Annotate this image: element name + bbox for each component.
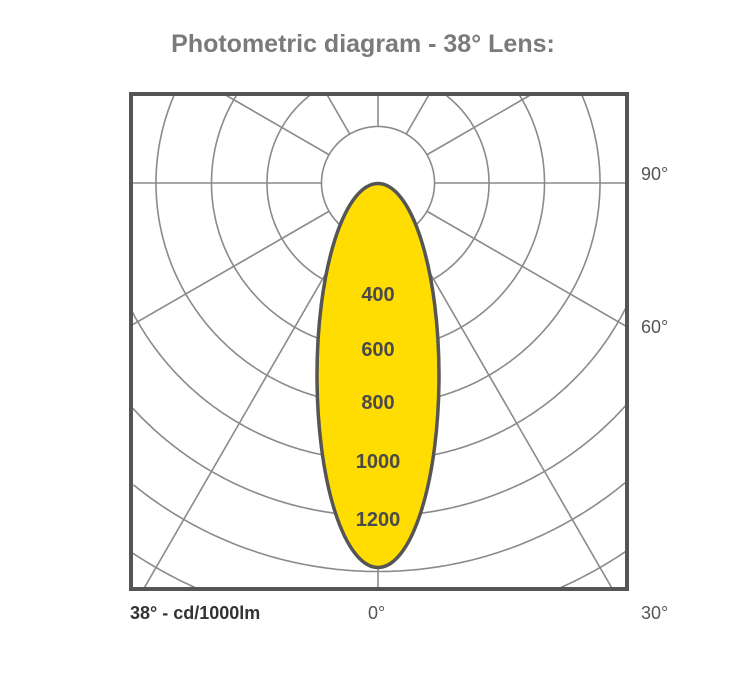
intensity-label: 1000 (356, 451, 401, 473)
intensity-label: 1200 (356, 509, 401, 531)
intensity-label: 600 (361, 339, 394, 361)
diagram-frame (129, 92, 629, 591)
grid-circle (133, 482, 626, 573)
diagram-title: Photometric diagram - 38° Lens: (171, 30, 555, 58)
grid-radial-line (426, 210, 628, 328)
grid-radial-line (405, 93, 431, 135)
grid-radial-line (223, 93, 330, 156)
angle-label-60: 60° (641, 317, 669, 337)
intensity-label: 800 (361, 392, 394, 414)
grid-radial-line (142, 231, 351, 590)
intensity-label: 400 (361, 284, 394, 306)
grid-circle (132, 550, 627, 590)
angle-label-0: 0° (368, 603, 386, 623)
grid-radial-line (130, 210, 330, 327)
unit-label: 38° - cd/1000lm (130, 603, 261, 623)
grid-radial-line (405, 231, 614, 590)
angle-label-30: 30° (641, 603, 669, 623)
grid-radial-line (426, 93, 533, 156)
grid-radial-line (325, 93, 351, 135)
angle-label-90: 90° (641, 164, 669, 184)
beam-lobe (315, 181, 441, 570)
